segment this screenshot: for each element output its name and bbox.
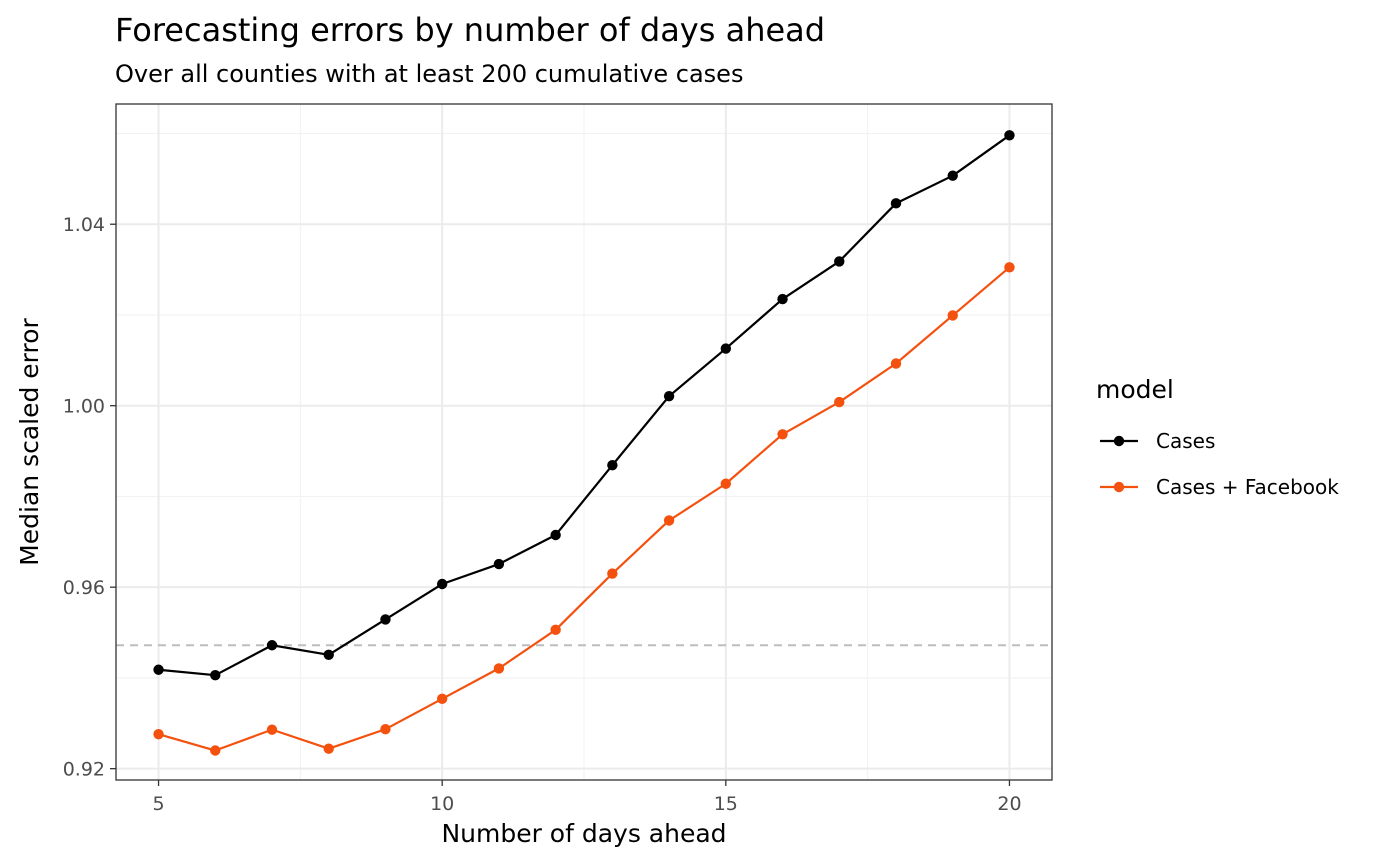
series-point-2 (266, 724, 278, 735)
series-point-1 (153, 664, 164, 675)
y-tick-label: 1.04 (63, 214, 105, 236)
x-axis-title: Number of days ahead (441, 819, 726, 848)
x-tick-label: 5 (152, 793, 164, 815)
series-point-1 (663, 390, 675, 402)
series-layer (153, 130, 1015, 756)
series-point-1 (493, 558, 505, 570)
series-point-2 (890, 358, 902, 369)
series-point-2 (1004, 262, 1015, 273)
y-axis: 0.92 0.96 1.00 1.04 (63, 214, 116, 781)
series-point-2 (323, 743, 334, 754)
legend-title: model (1096, 375, 1174, 404)
series-point-1 (947, 170, 958, 181)
chart-subtitle: Over all counties with at least 200 cumu… (115, 60, 743, 88)
plot-border (115, 103, 1053, 781)
legend: model Cases Cases + Facebook (1096, 375, 1339, 499)
series-point-2 (493, 663, 505, 674)
series-point-2 (380, 723, 391, 735)
x-tick-label: 20 (997, 793, 1021, 815)
series-point-1 (777, 293, 788, 305)
chart-title: Forecasting errors by number of days ahe… (115, 11, 825, 49)
series-point-1 (607, 459, 618, 471)
series-point-2 (777, 429, 788, 440)
series-point-1 (1004, 130, 1015, 141)
series-point-1 (720, 343, 732, 354)
legend-key-point (1113, 435, 1125, 447)
minor-gridlines (116, 104, 1052, 780)
series-point-1 (834, 256, 845, 267)
series-point-2 (210, 745, 221, 756)
y-tick-label: 0.92 (63, 759, 105, 781)
series-point-1 (266, 640, 278, 651)
y-tick-label: 1.00 (63, 396, 105, 418)
major-gridlines (116, 104, 1052, 780)
x-tick-label: 15 (714, 793, 738, 815)
series-point-2 (607, 568, 618, 579)
series-line-1 (158, 134, 1011, 677)
series-point-1 (436, 578, 448, 590)
series-point-1 (323, 649, 334, 660)
legend-key-point (1113, 481, 1125, 493)
legend-label: Cases (1156, 429, 1215, 453)
series-point-2 (947, 310, 958, 321)
series-point-1 (380, 614, 391, 625)
series-point-1 (550, 529, 561, 541)
series-line-2 (158, 266, 1011, 752)
series-point-2 (550, 624, 561, 636)
series-point-1 (890, 198, 902, 209)
series-point-2 (153, 728, 164, 740)
y-axis-title: Median scaled error (15, 317, 44, 565)
series-point-2 (663, 515, 675, 526)
series-point-1 (210, 669, 221, 681)
series-point-2 (834, 396, 845, 408)
series-point-2 (436, 693, 448, 704)
legend-label: Cases + Facebook (1156, 475, 1339, 499)
x-tick-label: 10 (430, 793, 454, 815)
x-axis: 5 10 15 20 (152, 780, 1022, 815)
y-tick-label: 0.96 (63, 577, 105, 599)
series-point-2 (720, 478, 732, 489)
